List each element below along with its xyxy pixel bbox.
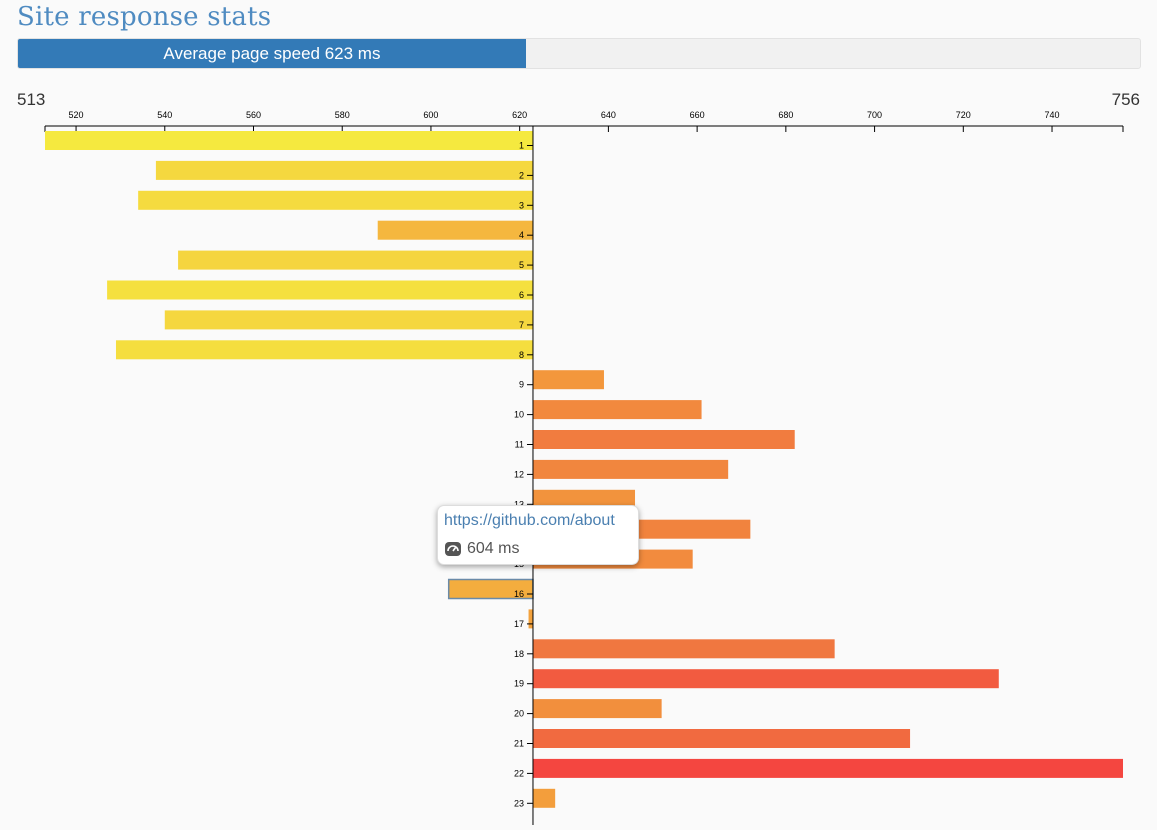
y-tick-label: 6: [519, 290, 524, 300]
y-tick-label: 3: [519, 200, 524, 210]
bar: [532, 758, 1123, 778]
y-tick-label: 9: [519, 380, 524, 390]
y-tick-label: 2: [519, 170, 524, 180]
bar: [107, 280, 533, 300]
x-tick-label: 740: [1045, 110, 1060, 120]
y-tick-label: 12: [514, 469, 524, 479]
bar: [532, 669, 999, 689]
bar: [532, 729, 911, 748]
bar: [178, 250, 533, 270]
x-tick-label: 520: [69, 110, 84, 120]
average-speed-progress: Average page speed 623 ms: [17, 38, 1141, 69]
bar: [532, 400, 702, 420]
page-title: Site response stats: [17, 2, 272, 32]
bar: [115, 340, 533, 360]
x-tick-label: 620: [512, 110, 527, 120]
y-tick-label: 11: [515, 440, 524, 450]
bar: [532, 639, 835, 659]
x-tick-label: 580: [335, 110, 350, 120]
bar: [532, 370, 604, 390]
y-tick-label: 17: [514, 619, 524, 629]
y-tick-label: 7: [519, 320, 524, 330]
y-tick-label: 18: [514, 649, 524, 659]
bar: [164, 310, 533, 330]
y-tick-label: 19: [514, 679, 524, 689]
bar: [532, 430, 795, 449]
y-tick-label: 22: [514, 768, 524, 778]
x-tick-label: 680: [778, 110, 793, 120]
tooltip-url[interactable]: https://github.com/about: [444, 512, 615, 529]
speedometer-icon: [445, 542, 461, 556]
tooltip-value: 604 ms: [467, 540, 520, 557]
bar: [155, 160, 533, 180]
bar: [532, 788, 556, 808]
bar: [138, 190, 533, 210]
bar: [377, 220, 533, 240]
x-tick-label: 640: [601, 110, 616, 120]
bar: [528, 609, 533, 629]
bar-tooltip: https://github.com/about 604 ms: [437, 505, 639, 565]
range-max-label: 756: [1111, 90, 1140, 109]
x-tick-label: 700: [867, 110, 882, 120]
y-tick-label: 23: [514, 798, 524, 808]
progress-fill: [18, 39, 526, 68]
y-tick-label: 1: [519, 141, 524, 151]
y-tick-label: 21: [514, 739, 524, 749]
y-tick-label: 20: [514, 709, 524, 719]
bar: [532, 489, 636, 509]
x-tick-label: 600: [423, 110, 438, 120]
x-tick-label: 720: [956, 110, 971, 120]
x-tick-label: 560: [246, 110, 261, 120]
y-tick-label: 4: [519, 230, 524, 240]
bar: [532, 459, 729, 479]
y-tick-label: 13: [514, 499, 524, 509]
bar: [45, 131, 533, 150]
y-tick-label: 5: [519, 260, 524, 270]
x-tick-label: 540: [157, 110, 172, 120]
range-min-label: 513: [17, 90, 46, 109]
bar: [532, 699, 662, 719]
y-tick-label: 10: [514, 410, 524, 420]
y-tick-label: 8: [519, 350, 524, 360]
average-speed-label: Average page speed 623 ms: [163, 43, 381, 63]
y-tick-label: 16: [514, 589, 524, 599]
x-tick-label: 660: [690, 110, 705, 120]
